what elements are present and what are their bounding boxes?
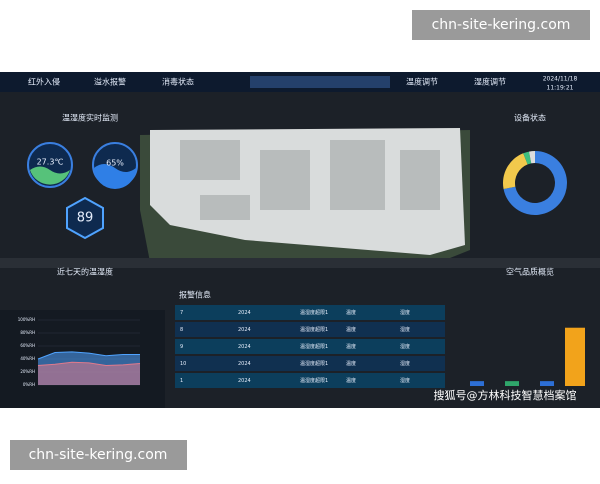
table-cell: 10: [180, 361, 186, 367]
table-cell: 2024: [238, 310, 251, 316]
date: 2024/11/18: [543, 76, 578, 83]
table-cell: 温湿度超限1: [300, 377, 328, 384]
table-cell: 温湿度超限1: [300, 309, 328, 316]
table-cell: 2024: [238, 344, 251, 350]
nav-tab[interactable]: 消毒状态: [162, 77, 194, 87]
table-cell: 温度: [346, 309, 356, 316]
table-cell: 2024: [238, 361, 251, 367]
table-cell: 温湿度超限1: [300, 326, 328, 333]
bar: [565, 327, 585, 386]
nav-tab[interactable]: 湿度调节: [474, 77, 506, 87]
table-cell: 1: [180, 378, 183, 384]
table-cell: 湿度: [400, 343, 410, 350]
line: [37, 351, 140, 360]
score-badge: [66, 196, 104, 240]
table-cell: 温度: [346, 360, 356, 367]
watermark-box: [412, 10, 590, 40]
line: [37, 361, 141, 367]
temp-fill: [30, 166, 70, 185]
bar: [505, 381, 519, 386]
table-cell: 2024: [238, 327, 251, 333]
nav-tab[interactable]: 溢水报警: [94, 77, 126, 87]
y-tick-label: 60%RH: [20, 343, 35, 348]
y-tick-label: 40%RH: [20, 356, 35, 361]
table-row: [175, 356, 445, 371]
building-blocks: [180, 140, 440, 220]
table-cell: 7: [180, 310, 183, 316]
y-tick-label: 100%RH: [18, 317, 35, 322]
score: 89: [77, 211, 94, 226]
y-tick-label: 0%RH: [23, 382, 35, 387]
table-cell: 温度: [346, 377, 356, 384]
area: [38, 362, 140, 385]
table-cell: 温湿度超限1: [300, 360, 328, 367]
table-row: [175, 373, 445, 388]
watermark: chn-site-kering.com: [29, 447, 168, 463]
blurred-title: [250, 76, 390, 88]
road: [0, 258, 600, 268]
table-cell: 温湿度超限1: [300, 343, 328, 350]
humidity-fill: [94, 164, 136, 189]
bar: [470, 381, 484, 386]
y-tick-label: 20%RH: [20, 369, 35, 374]
table-cell: 湿度: [400, 326, 410, 333]
donut-segment: [523, 151, 532, 165]
time: 11:19:21: [547, 85, 574, 92]
table-cell: 湿度: [400, 360, 410, 367]
credit: 搜狐号@方林科技智慧档案馆: [434, 388, 577, 402]
table-cell: 温度: [346, 343, 356, 350]
panel-title: 报警信息: [179, 290, 211, 300]
nav-tab[interactable]: 红外入侵: [28, 77, 60, 87]
table-cell: 温度: [346, 326, 356, 333]
table-cell: 湿度: [400, 309, 410, 316]
donut-segment: [503, 153, 528, 189]
donut-segment: [503, 151, 567, 215]
watermark: chn-site-kering.com: [432, 17, 571, 33]
table-cell: 8: [180, 327, 183, 333]
table-row: [175, 339, 445, 354]
table-row: [175, 305, 445, 320]
temperature: 27.3℃: [37, 158, 64, 167]
table-cell: 9: [180, 344, 183, 350]
table-row: [175, 322, 445, 337]
panel-title: 温湿度实时监测: [62, 113, 118, 123]
bar: [540, 381, 554, 386]
panel-title: 空气品质概览: [506, 267, 554, 277]
y-tick-label: 80%RH: [20, 330, 35, 335]
panel-title: 设备状态: [514, 113, 546, 123]
humidity: 65%: [106, 159, 124, 168]
watermark-box: [10, 440, 187, 470]
donut-segment: [529, 151, 535, 164]
panel-title: 近七天的温湿度: [57, 267, 113, 277]
nav-tab[interactable]: 温度调节: [406, 77, 438, 87]
table-cell: 2024: [238, 378, 251, 384]
table-cell: 湿度: [400, 377, 410, 384]
